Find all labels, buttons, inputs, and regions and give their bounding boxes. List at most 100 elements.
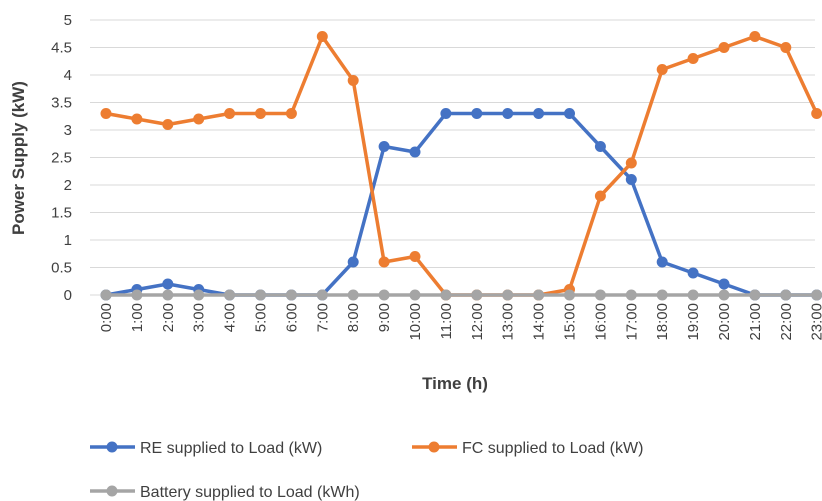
- data-point: [347, 256, 359, 268]
- data-point: [409, 289, 421, 301]
- data-point: [316, 289, 328, 301]
- data-point: [780, 289, 792, 301]
- data-point: [285, 289, 297, 301]
- data-point: [255, 108, 266, 119]
- y-tick-label: 3.5: [51, 95, 72, 112]
- data-point: [285, 108, 297, 119]
- data-point: [749, 31, 761, 42]
- data-point: [378, 141, 390, 152]
- data-point: [749, 289, 761, 301]
- data-point: [811, 108, 822, 119]
- data-point: [656, 256, 668, 268]
- data-point: [625, 289, 637, 301]
- data-point: [625, 157, 637, 169]
- data-point: [347, 289, 359, 301]
- data-point: [687, 289, 699, 301]
- legend-swatch-marker: [428, 441, 440, 453]
- data-point: [533, 108, 545, 119]
- y-tick-label: 1.5: [51, 205, 72, 222]
- x-tick-label: 22:00: [778, 303, 795, 341]
- data-point: [100, 289, 112, 301]
- y-tick-label: 3: [64, 122, 72, 139]
- y-tick-label: 0: [64, 287, 72, 304]
- x-tick-label: 13:00: [500, 303, 517, 341]
- data-point: [131, 113, 143, 125]
- data-point: [471, 108, 483, 119]
- data-point: [193, 289, 205, 301]
- x-tick-label: 19:00: [685, 303, 702, 341]
- x-tick-label: 23:00: [809, 303, 822, 341]
- x-tick-label: 18:00: [654, 303, 671, 341]
- x-tick-label: 3:00: [191, 303, 208, 332]
- x-tick-label: 7:00: [314, 303, 331, 332]
- data-point: [502, 289, 514, 301]
- x-tick-label: 8:00: [345, 303, 362, 332]
- data-point: [718, 42, 730, 53]
- data-point: [564, 289, 575, 301]
- x-tick-label: 17:00: [623, 303, 640, 341]
- data-point: [100, 108, 112, 119]
- legend-label: Battery supplied to Load (kWh): [140, 484, 360, 501]
- data-point: [224, 289, 236, 301]
- data-point: [687, 267, 699, 279]
- data-point: [316, 31, 328, 42]
- legend-swatch-marker: [106, 441, 118, 453]
- data-point: [811, 289, 822, 301]
- data-point: [409, 251, 421, 262]
- legend-item: FC supplied to Load (kW): [412, 440, 643, 457]
- legend: RE supplied to Load (kW) FC supplied to L…: [90, 440, 643, 501]
- y-tick-label: 5: [64, 12, 72, 29]
- x-tick-labels: 0:00 1:00 2:00 3:00 4:00 5:00 6:00 7:00 8:00 9:00…: [98, 303, 822, 341]
- data-point: [131, 289, 143, 301]
- y-tick-label: 0.5: [51, 260, 72, 277]
- legend-item: RE supplied to Load (kW): [90, 440, 322, 457]
- x-tick-label: 10:00: [407, 303, 424, 341]
- legend-label: FC supplied to Load (kW): [462, 440, 643, 457]
- data-point: [594, 141, 606, 152]
- data-point: [656, 289, 668, 301]
- x-tick-label: 12:00: [469, 303, 486, 341]
- series-group: [100, 31, 822, 301]
- data-point: [594, 190, 606, 202]
- legend-swatch-marker: [106, 485, 118, 497]
- data-point: [625, 174, 637, 185]
- x-tick-label: 1:00: [129, 303, 146, 332]
- data-point: [780, 42, 792, 53]
- x-tick-label: 20:00: [716, 303, 733, 341]
- data-point: [440, 289, 452, 301]
- data-point: [162, 278, 174, 290]
- x-tick-label: 15:00: [562, 303, 579, 341]
- x-tick-label: 14:00: [531, 303, 548, 341]
- data-point: [193, 113, 205, 125]
- x-axis-title: Time (h): [422, 374, 488, 393]
- data-point: [224, 108, 236, 119]
- data-point: [594, 289, 606, 301]
- x-tick-label: 9:00: [376, 303, 393, 332]
- data-point: [162, 119, 174, 130]
- x-tick-label: 0:00: [98, 303, 115, 332]
- data-point: [687, 53, 699, 64]
- data-point: [255, 289, 266, 301]
- y-tick-label: 2: [64, 177, 72, 194]
- y-tick-label: 4.5: [51, 40, 72, 57]
- x-tick-label: 4:00: [222, 303, 239, 332]
- y-axis-title: Power Supply (kW): [9, 81, 28, 235]
- data-point: [656, 64, 668, 75]
- y-tick-label: 1: [64, 232, 72, 249]
- data-point: [718, 289, 730, 301]
- x-tick-label: 5:00: [253, 303, 270, 332]
- data-point: [533, 289, 545, 301]
- data-point: [378, 289, 390, 301]
- series-1: [100, 31, 822, 301]
- y-tick-labels: 0 0.5 1 1.5 2 2.5 3 3.5 4 4.5 5: [51, 12, 72, 304]
- y-tick-label: 2.5: [51, 150, 72, 167]
- series-0: [100, 108, 822, 301]
- x-tick-label: 16:00: [592, 303, 609, 341]
- data-point: [564, 108, 575, 119]
- data-point: [718, 278, 730, 290]
- x-tick-label: 2:00: [160, 303, 177, 332]
- x-tick-label: 21:00: [747, 303, 764, 341]
- x-tick-label: 11:00: [438, 303, 455, 339]
- data-point: [471, 289, 483, 301]
